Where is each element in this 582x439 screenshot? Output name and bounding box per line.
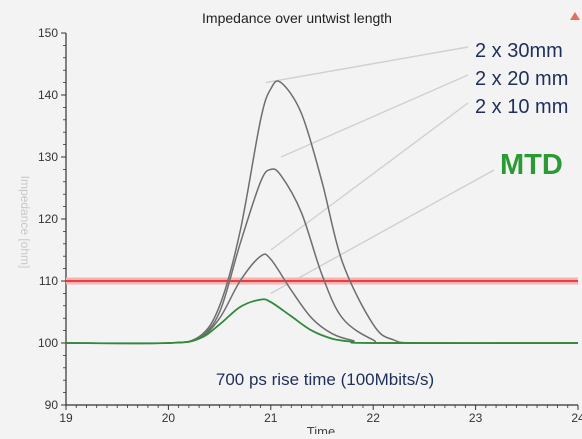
x-tick-label: 22 xyxy=(367,411,381,425)
annotation-rise-time: 700 ps rise time (100Mbits/s) xyxy=(216,370,434,389)
x-tick-label: 21 xyxy=(264,411,278,425)
x-tick-label: 23 xyxy=(469,411,483,425)
leader-line xyxy=(265,46,469,84)
y-tick-label: 90 xyxy=(45,398,59,412)
leader-line xyxy=(270,102,469,251)
axes: 90 100 110 120 130 140 150 19 20 21 22 23 24 xyxy=(38,26,582,425)
y-tick-label: 140 xyxy=(38,88,58,102)
y-tick-label: 150 xyxy=(38,26,58,40)
y-tick-label: 110 xyxy=(39,274,58,288)
x-tick-label: 19 xyxy=(59,411,73,425)
annotation-2x30mm: 2 x 30mm xyxy=(475,40,563,62)
chart-title: Impedance over untwist length xyxy=(202,10,392,26)
triangle-marker-icon xyxy=(570,12,580,20)
x-tick-label: 24 xyxy=(571,411,582,425)
series-line-2-x-10-mm xyxy=(65,253,579,345)
leader-line xyxy=(280,74,469,158)
series-line-2-x-30mm xyxy=(65,80,579,345)
annotation-2x20mm: 2 x 20 mm xyxy=(475,68,568,90)
leader-line xyxy=(270,169,495,295)
y-tick-label: 100 xyxy=(38,336,58,350)
x-tick-label: 20 xyxy=(162,411,176,425)
series-line-mtd xyxy=(65,298,579,345)
y-tick-label: 120 xyxy=(38,212,58,226)
y-axis-label: Impedance [ohm] xyxy=(18,176,32,269)
x-axis-label: Time xyxy=(307,424,335,434)
annotation-mtd: MTD xyxy=(500,149,563,181)
y-tick-label: 130 xyxy=(38,150,58,164)
series-group xyxy=(65,80,579,345)
annotation-2x10mm: 2 x 10 mm xyxy=(475,96,568,118)
series-line-2-x-20-mm xyxy=(65,168,579,345)
annotation-leader-lines xyxy=(265,46,495,295)
